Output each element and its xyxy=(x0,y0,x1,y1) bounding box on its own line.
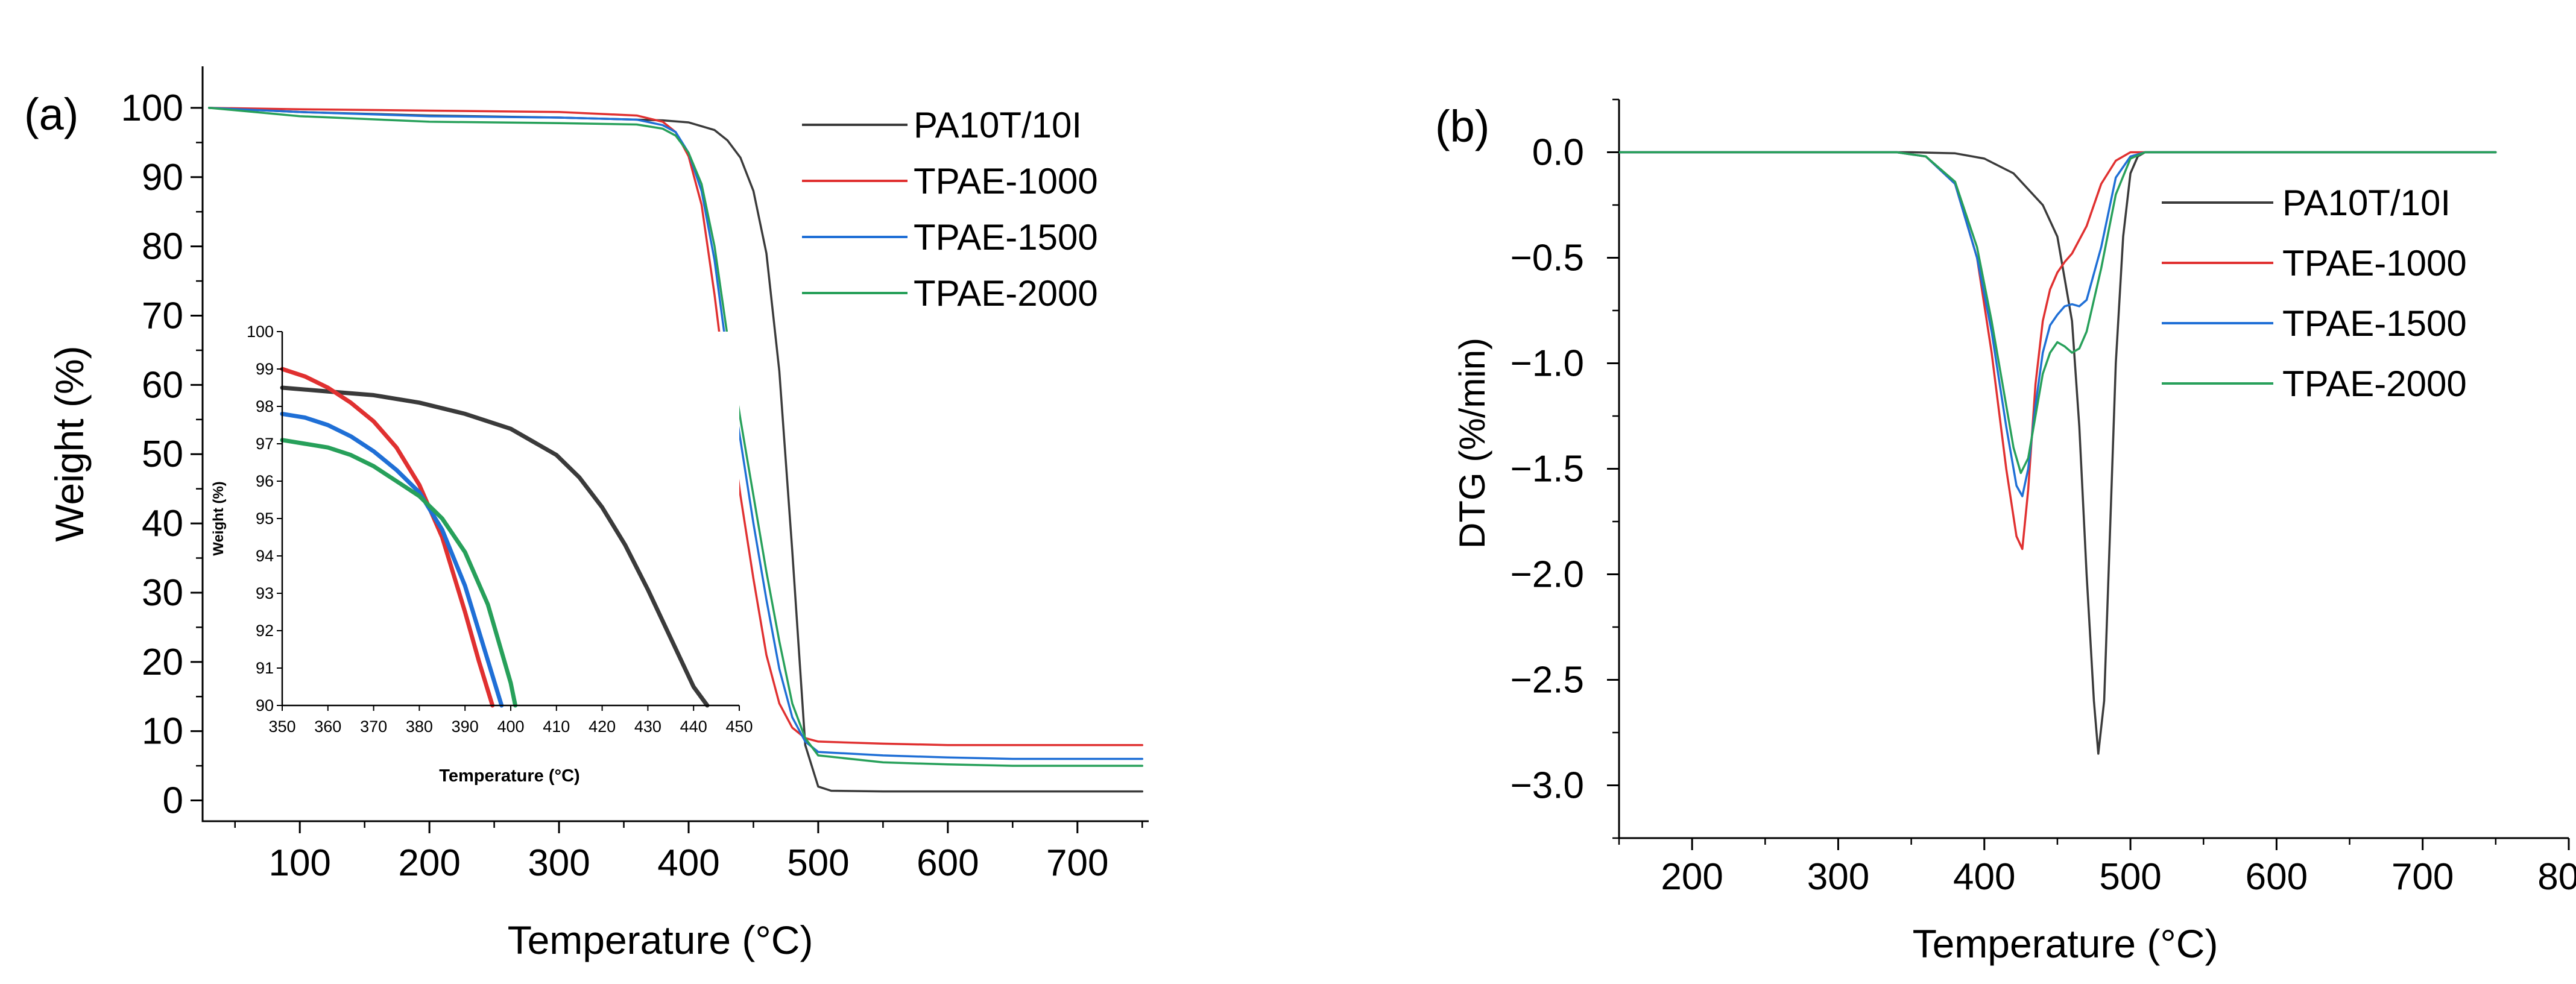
panel-a-series-tpae-1500 xyxy=(207,107,1144,760)
inset-x-tick-label: 370 xyxy=(360,718,387,736)
panel-b-series-tpae-2000 xyxy=(1618,151,2497,475)
panel-b-series-group xyxy=(1618,151,2497,755)
panel-a-x-tick-label: 600 xyxy=(917,842,979,884)
inset-background xyxy=(282,332,739,705)
panel-a-y-tick-label: 40 xyxy=(142,503,183,544)
panel-a-y-tick-label: 100 xyxy=(121,87,183,129)
panel-a-axes xyxy=(201,66,1149,822)
panel-a-series-tpae-1000 xyxy=(207,107,1144,746)
inset-y-ticks: 90 91 92 93 94 95 96 97 98 99 100 xyxy=(247,323,282,714)
legend-label-tpae-1500: TPAE-1500 xyxy=(2282,303,2467,344)
inset-x-tick-label: 400 xyxy=(497,718,524,736)
panel-b-y-tick-label: −1.0 xyxy=(1511,343,1584,385)
panel-a-x-ticks: 100 200 300 400 500 600 700 xyxy=(234,821,1143,884)
inset-x-tick-label: 390 xyxy=(452,718,479,736)
panel-b-x-tick-label: 600 xyxy=(2246,856,2308,898)
inset-series-group xyxy=(280,367,710,708)
panel-a-y-tick-label: 30 xyxy=(142,572,183,614)
inset-x-tick-label: 430 xyxy=(634,718,661,736)
panel-b-legend: PA10T/10I TPAE-1000 TPAE-1500 TPAE-2000 xyxy=(2162,183,2467,404)
panel-a-y-tick-label: 20 xyxy=(142,642,183,683)
inset-y-tick-label: 96 xyxy=(256,472,274,490)
panel-a-y-tick-label: 0 xyxy=(163,780,183,822)
panel-b-series-pa10t-10i xyxy=(1618,151,2497,755)
inset-y-tick-label: 97 xyxy=(256,435,274,453)
inset-x-tick-label: 350 xyxy=(268,718,295,736)
legend-label-pa10t10i: PA10T/10I xyxy=(914,105,1082,145)
panel-a-y-tick-label: 80 xyxy=(142,226,183,268)
panel-b-y-tick-label: −2.0 xyxy=(1511,554,1584,596)
panel-b-x-ticks: 200 300 400 500 600 700 800 xyxy=(1618,838,2576,898)
panel-a-y-tick-label: 60 xyxy=(142,364,183,406)
panel-b-y-ticks: 0.0 −0.5 −1.0 −1.5 −2.0 −2.5 −3.0 xyxy=(1511,98,1619,839)
inset-y-tick-label: 95 xyxy=(256,509,274,528)
panel-b-x-axis-title: Temperature (°C) xyxy=(1913,921,2218,966)
panel-b-dtg-chart: (b) 0.0 −0.5 −1.0 −1.5 −2.0 −2.5 −3.0 200 300 40… xyxy=(1435,98,2576,966)
inset-y-tick-label: 91 xyxy=(256,659,274,677)
inset-y-tick-label: 100 xyxy=(247,323,274,341)
legend-label-tpae-2000: TPAE-2000 xyxy=(2282,364,2467,404)
panel-a-x-tick-label: 100 xyxy=(268,842,330,884)
panel-a-y-tick-label: 90 xyxy=(142,157,183,198)
legend-label-tpae-2000: TPAE-2000 xyxy=(914,273,1098,314)
panel-b-x-tick-label: 400 xyxy=(1953,856,2015,898)
inset-y-axis-title: Weight (%) xyxy=(210,481,227,556)
panel-a-y-tick-label: 10 xyxy=(142,711,183,752)
panel-a-x-tick-label: 300 xyxy=(528,842,590,884)
inset-x-axis-title: Temperature (°C) xyxy=(439,766,579,786)
inset-y-tick-label: 92 xyxy=(256,622,274,640)
panel-b-y-axis-title: DTG (%/min) xyxy=(1452,338,1492,549)
panel-b-y-tick-label: −3.0 xyxy=(1511,765,1584,807)
panel-b-x-tick-label: 700 xyxy=(2391,856,2454,898)
panel-a-label: (a) xyxy=(24,89,78,139)
inset-x-ticks: 350 360 370 380 390 400 410 420 430 440 450 xyxy=(268,705,753,736)
inset-y-tick-label: 90 xyxy=(256,696,274,714)
legend-label-pa10t10i: PA10T/10I xyxy=(2282,183,2451,223)
panel-a-y-tick-label: 70 xyxy=(142,295,183,337)
panel-a-x-tick-label: 500 xyxy=(787,842,849,884)
inset-series-tpae-1000 xyxy=(280,367,495,708)
panel-a-tga-chart: (a) 0 10 20 30 40 50 60 70 80 90 100 100 200 300 400 5… xyxy=(24,66,1149,962)
inset-y-tick-label: 98 xyxy=(256,397,274,415)
inset-x-tick-label: 450 xyxy=(725,718,753,736)
panel-b-x-tick-label: 200 xyxy=(1661,856,1723,898)
panel-b-label: (b) xyxy=(1435,101,1489,151)
panel-b-y-tick-label: −1.5 xyxy=(1511,449,1584,490)
panel-a-series-group xyxy=(207,107,1144,793)
legend-label-tpae-1000: TPAE-1000 xyxy=(2282,243,2467,283)
inset-x-tick-label: 380 xyxy=(406,718,433,736)
panel-a-x-tick-label: 700 xyxy=(1046,842,1108,884)
legend-label-tpae-1500: TPAE-1500 xyxy=(914,217,1098,257)
inset-x-tick-label: 410 xyxy=(543,718,570,736)
panel-a-legend: PA10T/10I TPAE-1000 TPAE-1500 TPAE-2000 xyxy=(802,105,1098,314)
panel-b-y-tick-label: 0.0 xyxy=(1532,132,1584,174)
inset-x-tick-label: 420 xyxy=(589,718,616,736)
panel-a-inset: 90 91 92 93 94 95 96 97 98 99 100 350 360 370 380 390 4… xyxy=(210,323,753,786)
panel-a-x-tick-label: 200 xyxy=(398,842,460,884)
inset-series-pa10t-10i xyxy=(280,385,710,708)
panel-b-x-tick-label: 800 xyxy=(2537,856,2576,898)
legend-label-tpae-1000: TPAE-1000 xyxy=(914,161,1098,201)
panel-a-y-ticks: 0 10 20 30 40 50 60 70 80 90 100 xyxy=(121,87,203,822)
panel-a-plot-area: 0 10 20 30 40 50 60 70 80 90 100 100 200 300 400 500 60… xyxy=(121,66,1149,884)
panel-a-y-axis-title: Weight (%) xyxy=(47,345,92,541)
inset-series-tpae-2000 xyxy=(280,438,518,708)
panel-a-x-axis-title: Temperature (°C) xyxy=(508,918,813,962)
panel-b-series-tpae-1500 xyxy=(1618,151,2497,497)
panel-b-plot-area: 0.0 −0.5 −1.0 −1.5 −2.0 −2.5 −3.0 200 300 400 500… xyxy=(1511,98,2576,898)
inset-x-tick-label: 360 xyxy=(314,718,341,736)
panel-a-y-tick-label: 50 xyxy=(142,434,183,475)
inset-x-tick-label: 440 xyxy=(680,718,707,736)
panel-a-x-tick-label: 400 xyxy=(657,842,719,884)
inset-series-tpae-1500 xyxy=(280,411,504,708)
inset-y-tick-label: 93 xyxy=(256,584,274,602)
panel-a-series-tpae-2000 xyxy=(207,107,1144,767)
panel-b-x-tick-label: 300 xyxy=(1807,856,1869,898)
panel-b-y-tick-label: −2.5 xyxy=(1511,660,1584,701)
inset-y-tick-label: 94 xyxy=(256,547,274,565)
inset-y-tick-label: 99 xyxy=(256,360,274,378)
panel-b-x-tick-label: 500 xyxy=(2099,856,2161,898)
panel-b-y-tick-label: −0.5 xyxy=(1511,238,1584,279)
